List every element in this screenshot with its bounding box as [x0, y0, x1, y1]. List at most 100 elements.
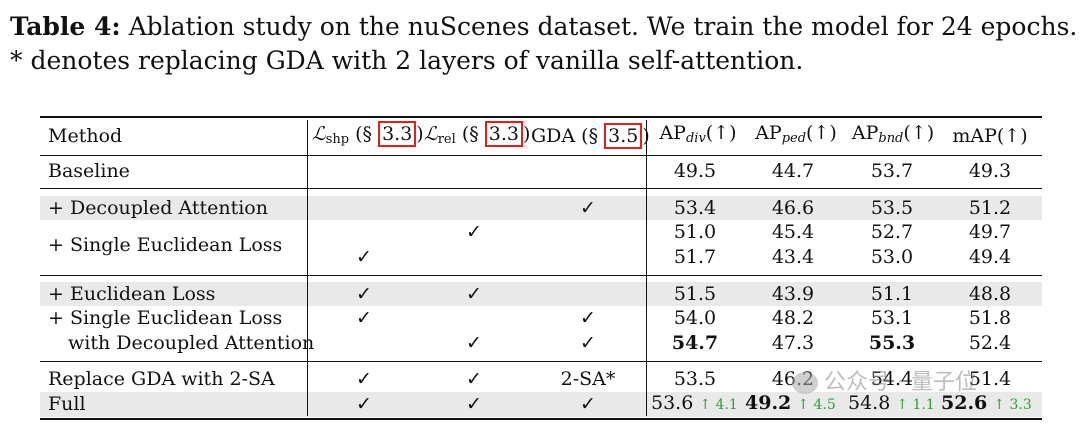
- header-shp-sub: shp: [325, 132, 350, 147]
- header-ap-ped-base: AP: [755, 122, 782, 144]
- row-ap-bnd: 52.7: [870, 221, 914, 243]
- ref-link-gda[interactable]: 3.5: [604, 123, 643, 149]
- row-ap-div: 53.4: [673, 197, 717, 219]
- top-rule: [40, 116, 1042, 118]
- header-rel-symbol: ℒ: [424, 123, 438, 145]
- row-method: + Euclidean Loss: [48, 283, 216, 305]
- header-rel-sub: rel: [437, 132, 456, 147]
- row-ap-bnd: 51.1: [870, 283, 914, 305]
- header-shp-close: ): [416, 123, 424, 145]
- row-method: + Single Euclidean Loss: [48, 234, 283, 256]
- row-shp: ✓: [356, 283, 372, 305]
- row-map: 49.7: [968, 221, 1012, 243]
- gain-div: ↑ 4.1: [699, 397, 738, 413]
- row-ap-div: 53.5: [673, 368, 717, 390]
- row-ap-div: 54.0: [673, 307, 717, 329]
- header-gda-close: ): [642, 125, 650, 147]
- row-gda: ✓: [580, 393, 596, 415]
- row-ap-ped: 44.7: [771, 160, 815, 182]
- row-ap-div: 51.7: [673, 246, 717, 268]
- caption-label: Table 4:: [10, 12, 121, 41]
- header-method: Method: [48, 125, 123, 147]
- row-ap-bnd-full: 54.8 ↑ 1.1: [848, 392, 935, 416]
- header-ap-div-sub: div: [685, 131, 706, 146]
- row-shp: ✓: [356, 307, 372, 329]
- row-shp: ✓: [356, 246, 372, 268]
- header-rel-close: ): [522, 123, 531, 145]
- row-map: 51.8: [968, 307, 1012, 329]
- header-ap-ped-arrow: (↑): [806, 122, 837, 144]
- row-method: + Single Euclidean Loss: [48, 307, 283, 329]
- row-ap-ped: 45.4: [771, 221, 815, 243]
- header-ap-bnd-arrow: (↑): [903, 122, 935, 144]
- caption-line1: Ablation study on the nuScenes dataset. …: [120, 12, 1078, 41]
- row-map: 51.4: [968, 368, 1012, 390]
- row-ap-bnd: 53.0: [870, 246, 914, 268]
- row-ap-bnd: 54.4: [870, 368, 914, 390]
- row-method: + Decoupled Attention: [48, 197, 268, 219]
- row-map: 52.4: [968, 332, 1012, 354]
- row-map: 51.2: [968, 197, 1012, 219]
- shade-euclidean: [40, 282, 1042, 306]
- header-rel-open: (§: [461, 123, 485, 145]
- row-gda: ✓: [580, 307, 596, 329]
- row-ap-div: 51.5: [673, 283, 717, 305]
- ref-link-shp[interactable]: 3.3: [378, 121, 417, 147]
- row-ap-bnd: 54.8: [848, 392, 891, 414]
- wechat-icon: [792, 372, 818, 394]
- row-gda: ✓: [580, 197, 596, 219]
- row-ap-bnd: 53.1: [870, 307, 914, 329]
- row-ap-div: 54.7: [671, 332, 719, 354]
- watermark-text: 公众号 · 量子位: [824, 370, 977, 395]
- row-rel: ✓: [466, 368, 482, 390]
- header-shp-open: (§: [355, 123, 379, 145]
- header-ap-bnd-base: AP: [851, 122, 879, 144]
- gain-map: ↑ 3.3: [993, 397, 1032, 413]
- header-ap-ped: APped(↑): [755, 122, 837, 150]
- row-ap-ped: 43.4: [771, 246, 815, 268]
- row-ap-bnd: 55.3: [868, 332, 916, 354]
- row-ap-ped: 46.6: [771, 197, 815, 219]
- group1-rule: [40, 275, 1042, 276]
- row-method: with Decoupled Attention: [68, 332, 315, 354]
- header-ap-div: APdiv(↑): [659, 122, 736, 150]
- row-ap-ped: 49.2: [745, 392, 792, 414]
- row-ap-ped-full: 49.2 ↑ 4.5: [745, 392, 836, 416]
- row-ap-div: 49.5: [673, 160, 717, 182]
- row-gda: 2-SA*: [560, 368, 616, 390]
- row-gda: ✓: [580, 332, 596, 354]
- caption-line2: * denotes replacing GDA with 2 layers of…: [10, 46, 804, 75]
- header-map: mAP(↑): [952, 125, 1028, 147]
- row-map: 48.8: [968, 283, 1012, 305]
- row-ap-bnd: 53.5: [870, 197, 914, 219]
- header-ap-div-arrow: (↑): [705, 122, 737, 144]
- separator-metrics: [646, 120, 647, 416]
- row-method: Baseline: [48, 160, 130, 182]
- row-rel: ✓: [466, 393, 482, 415]
- header-shp-symbol: ℒ: [312, 123, 326, 145]
- header-ap-ped-sub: ped: [781, 131, 807, 146]
- row-shp: ✓: [356, 393, 372, 415]
- watermark: 公众号 · 量子位: [792, 364, 977, 396]
- gain-bnd: ↑ 1.1: [896, 397, 935, 413]
- baseline-rule: [40, 188, 1042, 189]
- header-ap-bnd-sub: bnd: [878, 131, 904, 146]
- group2-rule: [40, 361, 1042, 362]
- row-ap-ped: 48.2: [771, 307, 815, 329]
- shade-full: [40, 392, 1042, 417]
- separator-method: [307, 120, 308, 416]
- header-rule: [40, 155, 1042, 156]
- row-method: Full: [48, 393, 86, 415]
- header-ap-div-base: AP: [659, 122, 686, 144]
- row-map: 52.6: [941, 392, 988, 414]
- shade-decoupled: [40, 196, 1042, 220]
- row-rel: ✓: [466, 332, 482, 354]
- row-ap-div-full: 53.6 ↑ 4.1: [651, 392, 738, 416]
- header-shp: ℒshp (§ 3.3): [312, 121, 424, 151]
- header-gda-name: GDA (§: [531, 125, 605, 147]
- ref-link-rel[interactable]: 3.3: [484, 121, 523, 147]
- header-gda: GDA (§ 3.5): [531, 123, 650, 149]
- row-ap-ped: 43.9: [771, 283, 815, 305]
- gain-ped: ↑ 4.5: [797, 397, 836, 413]
- row-ap-div: 53.6: [651, 392, 694, 414]
